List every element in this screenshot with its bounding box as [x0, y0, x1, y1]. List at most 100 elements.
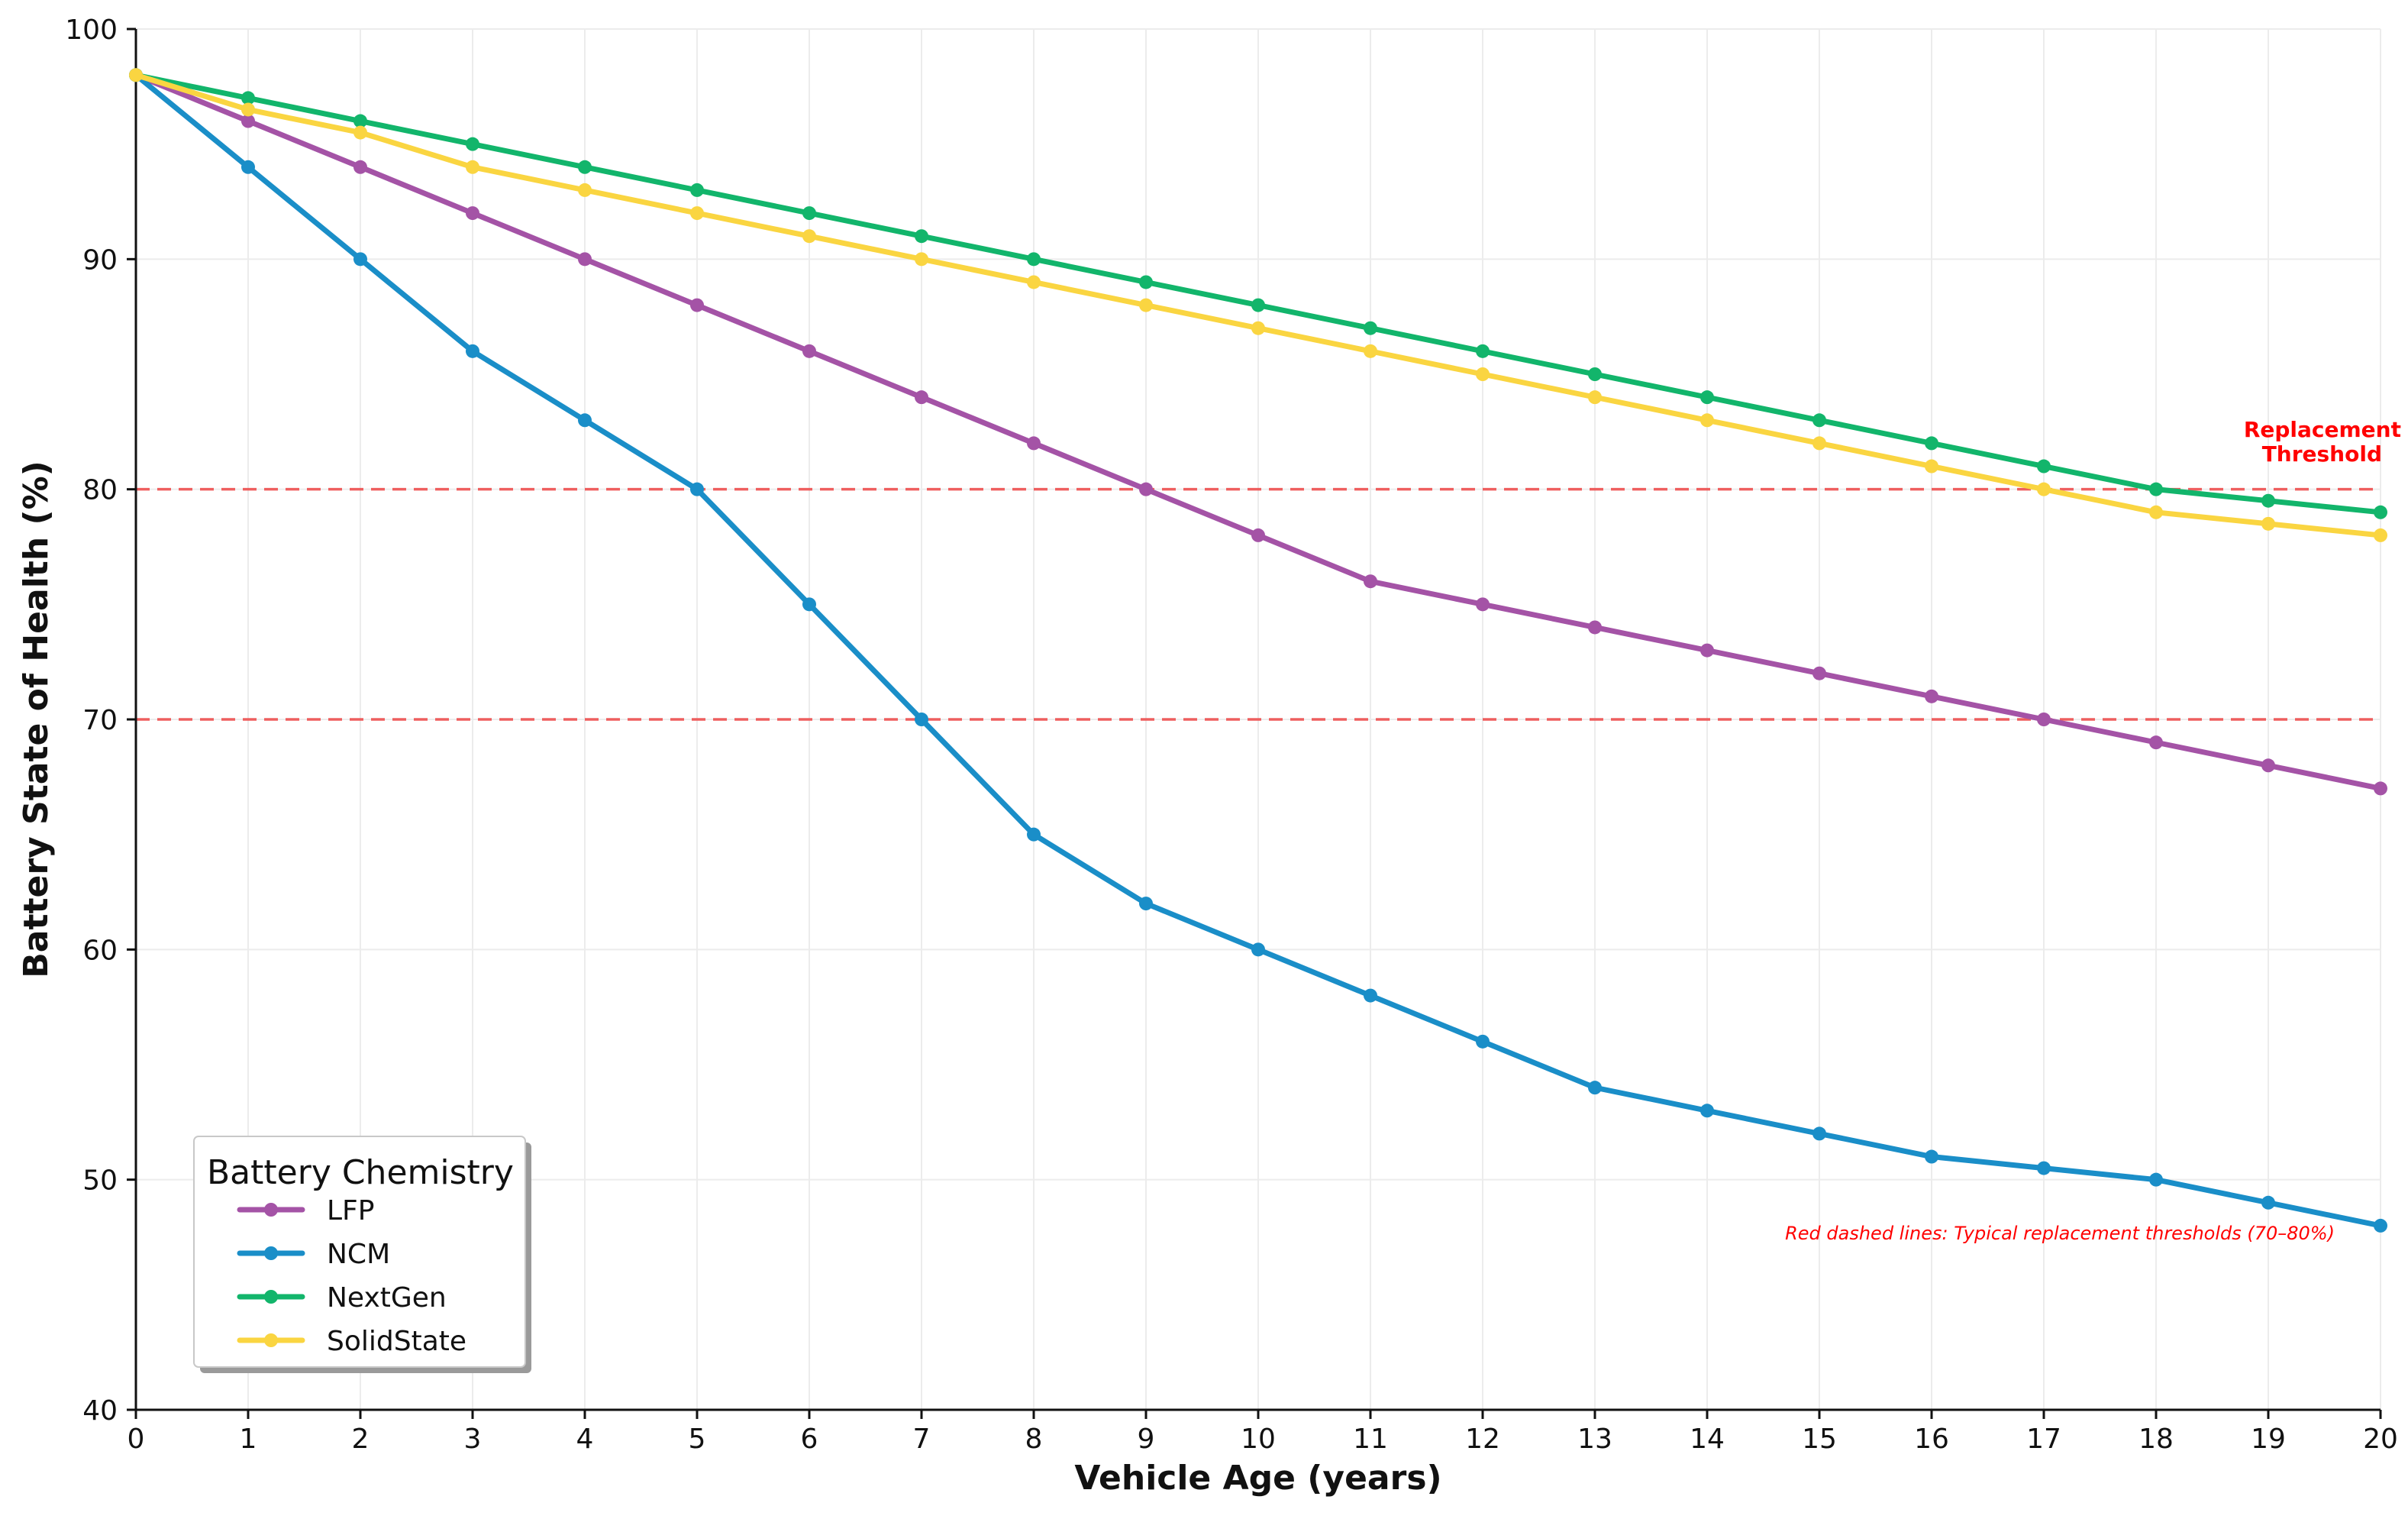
- data-point: [802, 597, 816, 612]
- data-point: [1925, 436, 1938, 451]
- y-tick-label: 50: [82, 1165, 118, 1197]
- data-point: [1700, 1104, 1714, 1118]
- y-axis-title: Battery State of Health (%): [17, 461, 56, 978]
- data-point: [1812, 436, 1826, 451]
- legend-label: NextGen: [327, 1282, 447, 1314]
- x-tick-label: 20: [2363, 1424, 2398, 1455]
- legend-item-ncm: NCM: [237, 1239, 390, 1270]
- data-point: [129, 68, 143, 82]
- data-point: [690, 183, 704, 197]
- legend-items: LFP NCM NextGen SolidState: [237, 1195, 466, 1357]
- x-tick-label: 11: [1353, 1424, 1388, 1455]
- data-point: [690, 206, 704, 221]
- data-point: [1364, 321, 1377, 335]
- x-tick-label: 15: [1802, 1424, 1837, 1455]
- data-point: [578, 252, 592, 267]
- y-tick-label: 100: [65, 15, 118, 46]
- data-point: [2374, 781, 2387, 796]
- data-point: [2261, 493, 2275, 508]
- data-point: [1251, 298, 1265, 312]
- threshold-label-line2: Threshold: [2262, 441, 2382, 467]
- data-point: [241, 91, 255, 105]
- data-point: [1476, 597, 1490, 612]
- data-point: [690, 298, 704, 312]
- data-point: [2149, 1172, 2163, 1187]
- x-tick-label: 7: [913, 1424, 931, 1455]
- x-axis-title: Vehicle Age (years): [1074, 1459, 1441, 1498]
- data-point: [1588, 390, 1602, 405]
- data-point: [2037, 459, 2051, 473]
- data-point: [1364, 988, 1377, 1003]
- data-point: [1476, 344, 1490, 358]
- legend-box: [193, 1136, 526, 1368]
- y-tick-label: 60: [82, 935, 118, 966]
- legend-swatch-marker: [264, 1246, 278, 1260]
- legend-item-nextgen: NextGen: [237, 1282, 447, 1314]
- data-point: [2261, 1195, 2275, 1210]
- series: [129, 68, 2387, 1233]
- data-point: [1812, 666, 1826, 680]
- data-point: [1364, 344, 1377, 358]
- data-point: [353, 252, 367, 267]
- legend-label: LFP: [327, 1195, 374, 1227]
- x-tick-label: 16: [1914, 1424, 1949, 1455]
- data-point: [1139, 275, 1153, 289]
- data-point: [1476, 367, 1490, 381]
- series-solidstate: [129, 68, 2387, 542]
- data-point: [802, 344, 816, 358]
- x-tick-label: 19: [2251, 1424, 2286, 1455]
- data-point: [1139, 482, 1153, 496]
- data-point: [1251, 321, 1265, 335]
- data-point: [1925, 1149, 1938, 1164]
- data-point: [241, 160, 255, 174]
- legend-swatch-marker: [264, 1333, 278, 1347]
- legend-item-solidstate: SolidState: [237, 1326, 466, 1357]
- data-point: [2037, 482, 2051, 496]
- data-point: [1700, 643, 1714, 658]
- threshold-note: Red dashed lines: Typical replacement th…: [1785, 1223, 2335, 1244]
- legend-item-lfp: LFP: [237, 1195, 374, 1227]
- data-point: [353, 160, 367, 174]
- data-point: [1476, 1034, 1490, 1049]
- data-point: [2374, 505, 2387, 519]
- x-tick-label: 6: [801, 1424, 818, 1455]
- x-tick-label: 13: [1577, 1424, 1612, 1455]
- data-point: [2149, 482, 2163, 496]
- data-point: [466, 206, 479, 221]
- data-point: [1700, 390, 1714, 405]
- x-tick-label: 2: [352, 1424, 370, 1455]
- x-tick-label: 12: [1465, 1424, 1500, 1455]
- legend-title: Battery Chemistry: [207, 1153, 514, 1192]
- data-point: [1588, 620, 1602, 635]
- data-point: [915, 390, 928, 405]
- legend: Battery Chemistry LFP NCM NextGen SolidStat…: [193, 1136, 531, 1373]
- data-point: [466, 137, 479, 151]
- x-tick-label: 4: [576, 1424, 594, 1455]
- data-point: [1139, 298, 1153, 312]
- data-point: [1251, 528, 1265, 542]
- series-lfp: [129, 68, 2387, 796]
- data-point: [1925, 689, 1938, 703]
- data-point: [1812, 413, 1826, 428]
- data-point: [690, 482, 704, 496]
- data-point: [802, 229, 816, 244]
- legend-swatch-marker: [264, 1290, 278, 1304]
- data-point: [466, 160, 479, 174]
- data-point: [1251, 942, 1265, 957]
- data-point: [2374, 528, 2387, 542]
- data-point: [1700, 413, 1714, 428]
- threshold-lines: [136, 487, 2381, 721]
- x-tick-label: 1: [240, 1424, 257, 1455]
- data-point: [915, 229, 928, 244]
- data-point: [2149, 735, 2163, 750]
- data-point: [241, 102, 255, 117]
- data-point: [578, 413, 592, 428]
- data-point: [802, 206, 816, 221]
- data-point: [1588, 1081, 1602, 1095]
- data-point: [2374, 1218, 2387, 1233]
- data-point: [2261, 758, 2275, 773]
- y-tick-label: 90: [82, 244, 118, 276]
- x-tick-label: 9: [1138, 1424, 1155, 1455]
- data-point: [578, 183, 592, 197]
